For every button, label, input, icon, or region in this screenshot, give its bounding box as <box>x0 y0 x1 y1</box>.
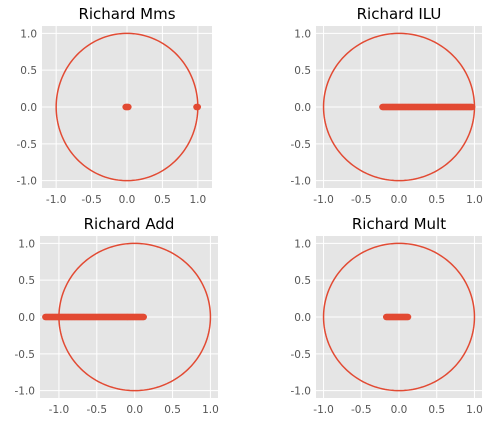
subplot-richard-add: -1.0 -0.5 0.0 0.5 1.0 1.0 0.5 0.0 -0.5 -1.0 Rich… <box>15 215 219 416</box>
x-tick-label: -0.5 <box>351 194 372 206</box>
y-tick-labels: 1.0 0.5 0.0 -0.5 -1.0 <box>17 28 38 187</box>
subplot-title: Richard Mms <box>78 5 175 23</box>
unit-circle <box>322 32 476 182</box>
x-tick-labels: -1.0 -0.5 0.0 0.5 1.0 <box>313 404 483 416</box>
x-tick-label: 1.0 <box>466 404 483 416</box>
y-tick-label: -1.0 <box>17 176 38 188</box>
subplot-title: Richard Mult <box>352 215 446 233</box>
data-points <box>379 103 476 111</box>
unit-circle <box>55 32 199 182</box>
data-point <box>194 103 202 111</box>
subplot-richard-ilu: -1.0 -0.5 0.0 0.5 1.0 1.0 0.5 0.0 -0.5 -1.0 Rich… <box>291 5 483 206</box>
y-tick-label: 0.5 <box>294 65 311 77</box>
y-tick-label: 0.0 <box>18 312 35 324</box>
y-tick-label: 1.0 <box>18 238 35 250</box>
data-points <box>382 313 412 321</box>
x-tick-label: 0.0 <box>126 404 143 416</box>
data-point <box>125 103 132 111</box>
y-tick-label: -1.0 <box>15 386 36 398</box>
y-tick-label: -0.5 <box>291 139 312 151</box>
y-tick-label: 0.0 <box>294 312 311 324</box>
subplot-title: Richard Add <box>84 215 175 233</box>
y-tick-label: -0.5 <box>291 349 312 361</box>
y-tick-labels: 1.0 0.5 0.0 -0.5 -1.0 <box>291 28 312 187</box>
x-tick-label: 1.0 <box>466 194 483 206</box>
y-tick-label: 0.5 <box>18 275 35 287</box>
y-tick-label: 1.0 <box>294 238 311 250</box>
x-tick-label: 1.0 <box>202 404 219 416</box>
unit-circle <box>322 242 476 392</box>
x-tick-label: 0.5 <box>154 194 171 206</box>
x-tick-label: 0.0 <box>391 404 408 416</box>
y-tick-label: -1.0 <box>291 176 312 188</box>
subplot-title: Richard ILU <box>357 5 442 23</box>
x-tick-label: 0.5 <box>428 404 445 416</box>
x-tick-labels: -1.0 -0.5 0.0 0.5 1.0 <box>46 194 206 206</box>
y-tick-label: 1.0 <box>20 28 37 40</box>
y-tick-label: 0.0 <box>294 102 311 114</box>
x-tick-label: 1.0 <box>189 194 206 206</box>
subplot-richard-mms: -1.0 -0.5 0.0 0.5 1.0 1.0 0.5 0.0 -0.5 -1.0 Rich… <box>17 5 212 206</box>
x-tick-label: 0.5 <box>428 194 445 206</box>
y-tick-label: -0.5 <box>17 139 38 151</box>
x-tick-label: -0.5 <box>87 404 108 416</box>
y-tick-label: 1.0 <box>294 28 311 40</box>
x-tick-label: -1.0 <box>313 404 334 416</box>
x-tick-label: 0.0 <box>391 194 408 206</box>
x-tick-label: -0.5 <box>81 194 102 206</box>
x-tick-label: -1.0 <box>49 404 70 416</box>
x-tick-labels: -1.0 -0.5 0.0 0.5 1.0 <box>313 194 483 206</box>
y-tick-label: 0.0 <box>20 102 37 114</box>
y-tick-labels: 1.0 0.5 0.0 -0.5 -1.0 <box>291 238 312 397</box>
x-tick-label: -0.5 <box>351 404 372 416</box>
y-tick-labels: 1.0 0.5 0.0 -0.5 -1.0 <box>15 238 36 397</box>
data-points <box>42 313 147 321</box>
data-point <box>468 103 476 111</box>
x-tick-label: -1.0 <box>46 194 67 206</box>
subplot-richard-mult: -1.0 -0.5 0.0 0.5 1.0 1.0 0.5 0.0 -0.5 -1.0 Rich… <box>291 215 483 416</box>
x-tick-labels: -1.0 -0.5 0.0 0.5 1.0 <box>49 404 219 416</box>
x-tick-label: -1.0 <box>313 194 334 206</box>
data-points <box>122 103 202 111</box>
y-tick-label: 0.5 <box>294 275 311 287</box>
y-tick-label: -0.5 <box>15 349 36 361</box>
data-point <box>404 313 412 321</box>
x-tick-label: 0.5 <box>164 404 181 416</box>
y-tick-label: -1.0 <box>291 386 312 398</box>
data-point <box>140 313 147 321</box>
x-tick-label: 0.0 <box>119 194 136 206</box>
y-tick-label: 0.5 <box>20 65 37 77</box>
